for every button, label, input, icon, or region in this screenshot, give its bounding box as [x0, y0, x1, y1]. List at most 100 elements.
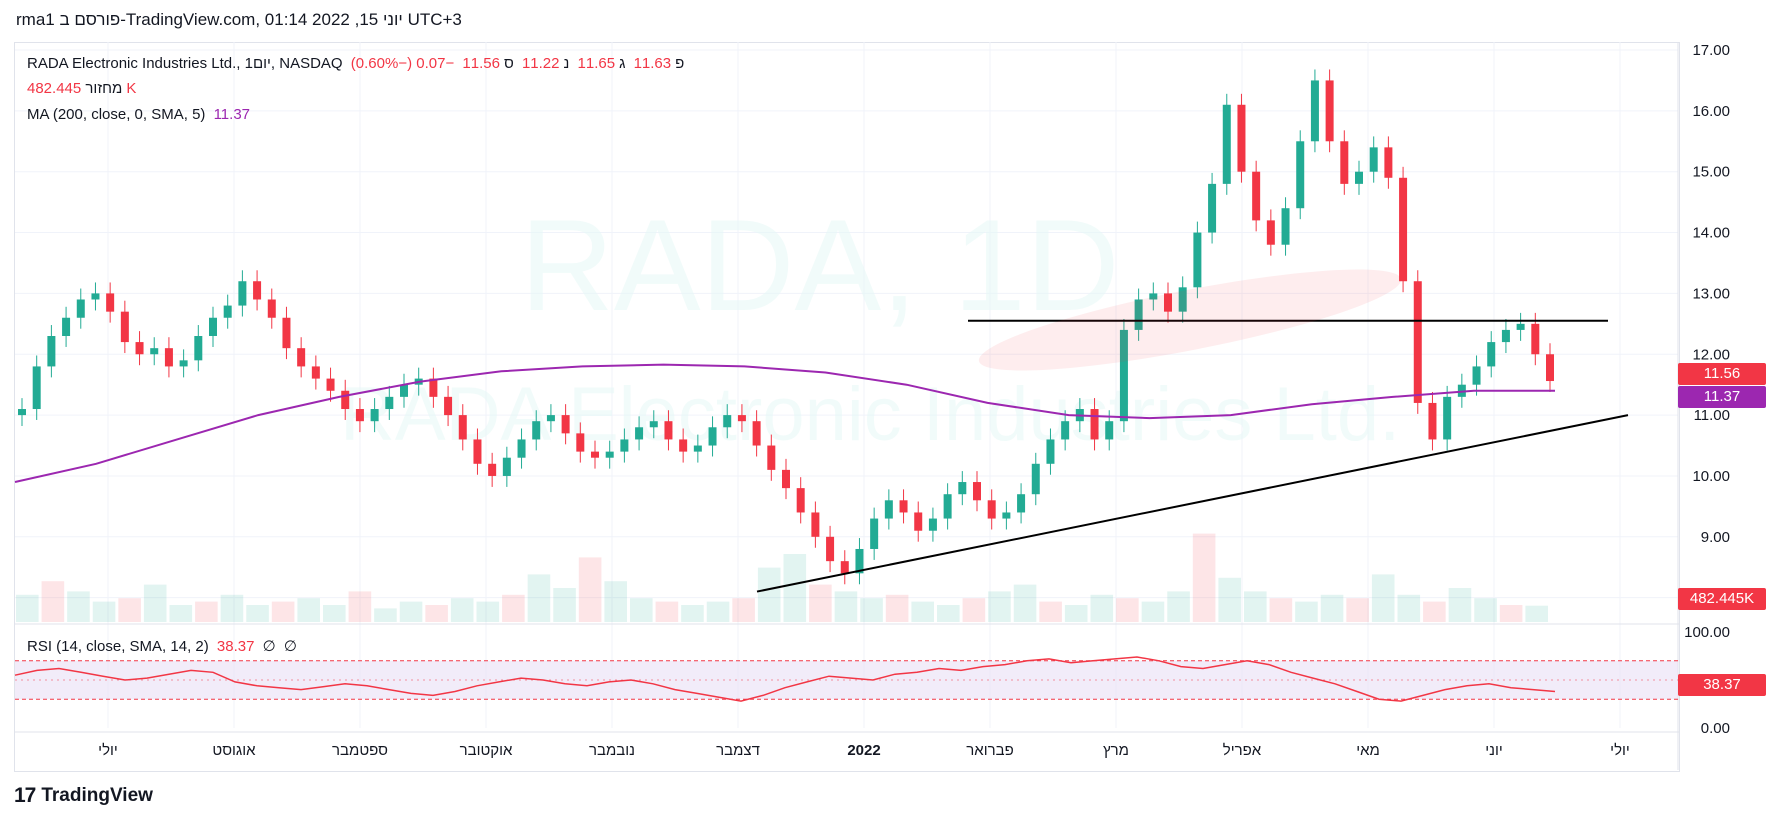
volume-bar — [578, 557, 602, 622]
candle-body — [1105, 421, 1114, 440]
candle-body — [1516, 323, 1525, 330]
candle-body — [561, 415, 570, 434]
price-tick-label: 9.00 — [1701, 529, 1730, 546]
symbol-title[interactable]: RADA Electronic Industries Ltd., 1יום, N… — [27, 55, 343, 72]
price-tick-label: 10.00 — [1692, 468, 1730, 485]
low-value: 11.22 — [521, 55, 560, 72]
volume-bar — [1525, 605, 1548, 622]
candle-body — [62, 317, 71, 336]
candle-body — [826, 536, 835, 562]
candle-body — [1428, 402, 1437, 440]
volume-bar — [1116, 598, 1139, 622]
candle-body — [811, 512, 820, 537]
volume-bar — [1397, 594, 1421, 622]
volume-bar — [1064, 605, 1088, 622]
time-tick-label: דצמבר — [716, 742, 760, 759]
candle-body — [18, 409, 26, 416]
candle-body — [473, 439, 482, 464]
volume-bar — [1244, 591, 1267, 622]
candle-body — [76, 299, 85, 318]
legend-volume: מחזור 482.445K — [27, 80, 140, 97]
candle-body — [1472, 366, 1481, 385]
ma-label[interactable]: MA (200, close, 0, SMA, 5) — [27, 106, 206, 123]
volume-bar — [885, 594, 909, 622]
candle-body — [120, 311, 129, 343]
open-value: 11.63 — [633, 55, 672, 72]
candle-body — [164, 348, 173, 367]
volume-bar — [16, 594, 39, 622]
candle-body — [664, 421, 673, 440]
candle-body — [1002, 512, 1011, 519]
candle-body — [1399, 177, 1408, 282]
legend-rsi: RSI (14, close, SMA, 14, 2) 38.37 ∅ ∅ — [27, 637, 301, 655]
price-tick-label: 14.00 — [1692, 225, 1730, 242]
candle-body — [1164, 293, 1172, 312]
volume-bar — [1090, 594, 1114, 622]
candle-body — [1149, 293, 1158, 300]
candle-body — [47, 336, 56, 367]
volume-bar — [41, 581, 65, 622]
volume-bar — [476, 601, 500, 622]
candle-body — [840, 561, 849, 574]
volume-bar — [399, 601, 423, 622]
candle-body — [297, 348, 306, 367]
candle-body — [194, 336, 203, 361]
volume-bar — [527, 574, 551, 622]
candle-body — [1266, 220, 1275, 245]
candle-body — [106, 293, 115, 312]
time-tick-label: יולי — [98, 742, 118, 759]
candle-body — [591, 451, 599, 458]
candle-body — [238, 281, 247, 306]
volume-bar — [1218, 577, 1241, 622]
candle-body — [488, 463, 497, 476]
rsi-value: 38.37 — [216, 638, 255, 655]
candle-body — [1061, 421, 1070, 440]
candle-body — [1017, 494, 1026, 513]
candle-body — [723, 415, 732, 428]
ma-badge: 11.37 — [1678, 386, 1766, 408]
footer-brand[interactable]: 17 TradingView — [14, 784, 153, 808]
volume-bar — [962, 598, 986, 622]
chart-header: rma1 פורסם ב-TradingView.com, 01:14 2022… — [16, 10, 462, 29]
volume-bar — [1499, 605, 1523, 622]
volume-bar — [92, 601, 116, 622]
open-label: פ — [675, 55, 685, 72]
candle-body — [870, 518, 879, 549]
candle-body — [150, 348, 159, 355]
volume-bar — [1013, 584, 1037, 622]
volume-bar — [1141, 601, 1165, 622]
candle-body — [679, 439, 688, 452]
candle-body — [135, 342, 144, 355]
volume-bar — [1346, 598, 1369, 622]
brand-name: TradingView — [41, 785, 153, 806]
candle-body — [532, 421, 541, 440]
candle-body — [253, 281, 262, 300]
volume-bar — [297, 598, 320, 622]
candle-body — [1413, 281, 1422, 403]
candle-body — [1531, 323, 1540, 355]
candle-body — [708, 427, 717, 446]
rsi-badge: 38.37 — [1678, 674, 1766, 696]
candle-body — [855, 548, 864, 574]
candle-body — [400, 384, 408, 397]
candle-body — [1237, 104, 1246, 172]
time-tick-label: מאי — [1356, 742, 1380, 759]
tradingview-logo-icon: 17 — [14, 784, 36, 807]
candle-body — [1296, 141, 1305, 209]
candle-body — [635, 427, 644, 440]
volume-bar — [809, 584, 832, 622]
candle-body — [737, 415, 746, 422]
volume-bar — [681, 605, 704, 622]
volume-label[interactable]: מחזור — [85, 80, 123, 97]
time-tick-label: אוגוסט — [212, 742, 256, 759]
candle-body — [311, 366, 320, 379]
time-tick-label: יולי — [1610, 742, 1630, 759]
volume-bar — [630, 598, 653, 622]
rsi-label[interactable]: RSI (14, close, SMA, 14, 2) — [27, 638, 209, 655]
candle-body — [1487, 342, 1496, 367]
candle-body — [576, 433, 585, 452]
candle-body — [1046, 439, 1055, 464]
ma200-line — [14, 363, 1555, 483]
price-tick-label: 12.00 — [1692, 346, 1730, 363]
